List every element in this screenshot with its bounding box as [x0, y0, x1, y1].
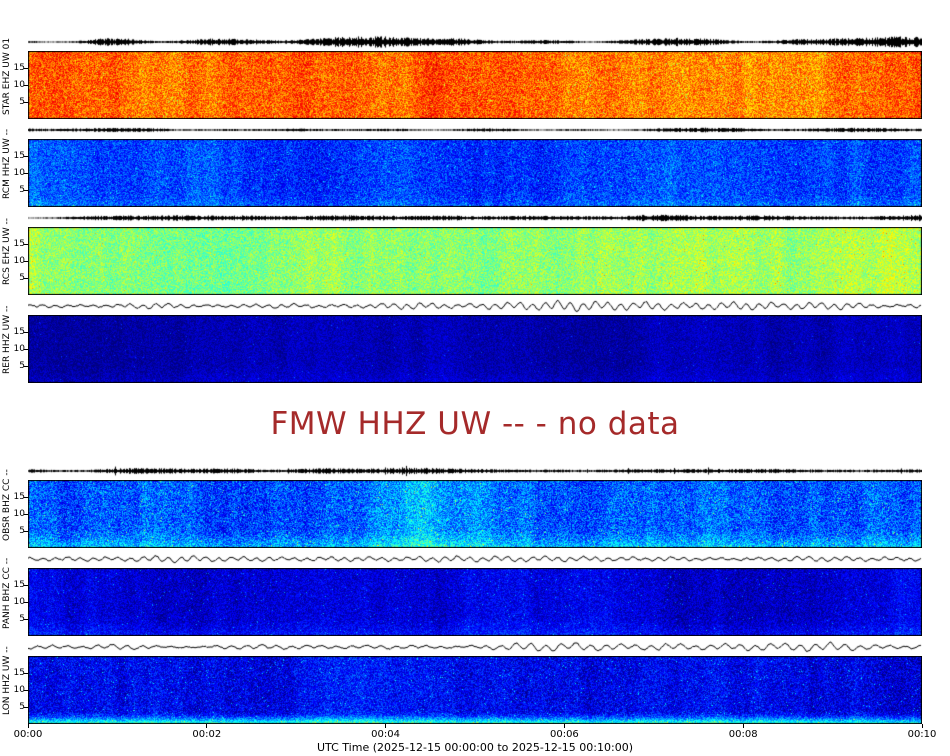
spectrogram-rer: [28, 315, 922, 383]
waveform-trace-obsr: [28, 462, 922, 480]
x-axis-title: UTC Time (2025-12-15 00:00:00 to 2025-12…: [317, 741, 633, 754]
waveform-trace-star: [28, 33, 922, 51]
freq-tick-mark: [24, 261, 28, 262]
freq-tick-mark: [24, 497, 28, 498]
x-tick-mark: [27, 724, 29, 728]
freq-tick-label: 5: [19, 526, 25, 536]
freq-tick-label: 5: [19, 97, 25, 107]
x-tick-label: 00:04: [371, 729, 400, 740]
freq-tick-label: 5: [19, 702, 25, 712]
freq-tick-mark: [24, 244, 28, 245]
freq-tick-mark: [24, 68, 28, 69]
freq-tick-label: 15: [13, 492, 25, 502]
x-tick-label: 00:08: [728, 729, 758, 740]
waveform-trace-lon: [28, 638, 922, 656]
spectrogram-obsr: [28, 480, 922, 548]
spectrogram-rcs: [28, 227, 922, 295]
x-tick-label: 00:02: [192, 729, 222, 740]
freq-tick-label: 10: [13, 685, 25, 695]
freq-tick-mark: [24, 278, 28, 279]
freq-tick-mark: [24, 707, 28, 708]
waveform-trace-panh: [28, 550, 922, 568]
freq-tick-label: 15: [13, 151, 25, 161]
freq-tick-mark: [24, 531, 28, 532]
freq-tick-mark: [24, 602, 28, 603]
freq-tick-label: 15: [13, 63, 25, 73]
x-tick-mark: [206, 724, 208, 728]
freq-tick-mark: [24, 332, 28, 333]
freq-tick-mark: [24, 690, 28, 691]
x-tick-mark: [921, 724, 923, 728]
x-tick-mark: [385, 724, 387, 728]
spectrogram-rcm: [28, 139, 922, 207]
freq-tick-mark: [24, 190, 28, 191]
freq-tick-mark: [24, 619, 28, 620]
freq-tick-mark: [24, 349, 28, 350]
freq-tick-mark: [24, 366, 28, 367]
freq-tick-label: 10: [13, 597, 25, 607]
freq-tick-label: 10: [13, 256, 25, 266]
x-tick-label: 00:10: [907, 729, 937, 740]
freq-tick-mark: [24, 514, 28, 515]
freq-tick-label: 10: [13, 80, 25, 90]
waveform-trace-rcs: [28, 209, 922, 227]
freq-tick-label: 5: [19, 614, 25, 624]
waveform-trace-rer: [28, 297, 922, 315]
freq-tick-mark: [24, 102, 28, 103]
freq-tick-label: 15: [13, 327, 25, 337]
freq-tick-mark: [24, 173, 28, 174]
freq-tick-label: 5: [19, 361, 25, 371]
freq-tick-mark: [24, 85, 28, 86]
spectrogram-star: [28, 51, 922, 119]
x-tick-label: 00:00: [13, 729, 43, 740]
spectrogram-lon: [28, 656, 922, 724]
waveform-trace-rcm: [28, 121, 922, 139]
freq-tick-mark: [24, 156, 28, 157]
x-tick-label: 00:06: [549, 729, 579, 740]
spectrogram-panh: [28, 568, 922, 636]
no-data-message-fmw: FMW HHZ UW -- - no data: [270, 405, 680, 442]
freq-tick-label: 15: [13, 239, 25, 249]
x-tick-mark: [563, 724, 565, 728]
freq-tick-label: 5: [19, 185, 25, 195]
freq-tick-label: 10: [13, 168, 25, 178]
freq-tick-label: 15: [13, 668, 25, 678]
freq-tick-label: 10: [13, 509, 25, 519]
freq-tick-label: 5: [19, 273, 25, 283]
freq-tick-mark: [24, 673, 28, 674]
freq-tick-label: 10: [13, 344, 25, 354]
x-tick-mark: [742, 724, 744, 728]
freq-tick-mark: [24, 585, 28, 586]
freq-tick-label: 15: [13, 580, 25, 590]
